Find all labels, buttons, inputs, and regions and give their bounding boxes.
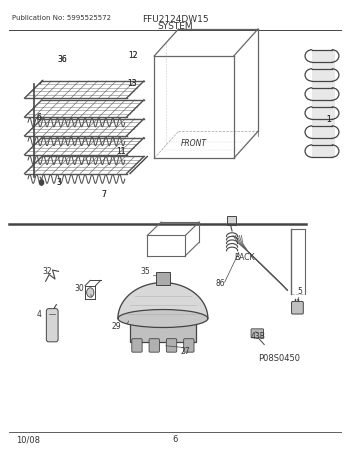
Text: 10/08: 10/08 bbox=[16, 435, 40, 444]
Text: 3: 3 bbox=[57, 178, 62, 187]
FancyBboxPatch shape bbox=[312, 50, 335, 157]
Text: 3: 3 bbox=[57, 178, 62, 187]
Text: 32: 32 bbox=[42, 267, 52, 276]
FancyBboxPatch shape bbox=[251, 329, 264, 338]
FancyBboxPatch shape bbox=[130, 321, 196, 342]
Text: 36: 36 bbox=[58, 55, 68, 64]
Text: 35: 35 bbox=[141, 267, 150, 276]
Text: 29: 29 bbox=[111, 322, 121, 331]
Text: 1: 1 bbox=[327, 115, 331, 124]
FancyBboxPatch shape bbox=[166, 339, 177, 352]
Text: FRONT: FRONT bbox=[181, 139, 207, 148]
Text: 12: 12 bbox=[128, 51, 138, 59]
FancyBboxPatch shape bbox=[46, 308, 58, 342]
Text: 7: 7 bbox=[102, 190, 106, 199]
Text: 11: 11 bbox=[117, 147, 126, 155]
Text: 6: 6 bbox=[37, 113, 42, 122]
FancyBboxPatch shape bbox=[149, 339, 160, 352]
Text: SYSTEM: SYSTEM bbox=[157, 22, 193, 31]
Text: 1: 1 bbox=[327, 115, 331, 124]
Text: 27: 27 bbox=[181, 347, 190, 356]
Text: 6: 6 bbox=[37, 113, 42, 122]
Ellipse shape bbox=[118, 309, 208, 328]
FancyBboxPatch shape bbox=[156, 272, 170, 285]
FancyBboxPatch shape bbox=[184, 339, 194, 352]
Text: FFU2124DW15: FFU2124DW15 bbox=[142, 14, 208, 24]
Text: 30: 30 bbox=[74, 284, 84, 293]
FancyBboxPatch shape bbox=[292, 301, 303, 314]
Text: 36: 36 bbox=[58, 55, 68, 64]
Text: BACK: BACK bbox=[234, 253, 254, 262]
Text: 86: 86 bbox=[215, 280, 225, 289]
Text: Publication No: 5995525572: Publication No: 5995525572 bbox=[13, 14, 111, 21]
Text: 6: 6 bbox=[172, 435, 178, 444]
Text: 12: 12 bbox=[128, 51, 138, 59]
Text: 43B: 43B bbox=[251, 332, 265, 341]
Text: 13: 13 bbox=[127, 79, 136, 88]
Text: P08S0450: P08S0450 bbox=[258, 354, 300, 363]
Circle shape bbox=[40, 180, 44, 185]
FancyBboxPatch shape bbox=[226, 216, 236, 225]
FancyBboxPatch shape bbox=[132, 339, 142, 352]
Polygon shape bbox=[118, 283, 208, 318]
Text: 4: 4 bbox=[37, 309, 42, 318]
Text: 5: 5 bbox=[298, 287, 303, 296]
Text: 1: 1 bbox=[327, 115, 331, 124]
Text: 11: 11 bbox=[117, 147, 126, 155]
Text: 7: 7 bbox=[102, 190, 106, 199]
Circle shape bbox=[87, 288, 94, 297]
Text: 13: 13 bbox=[127, 79, 136, 88]
